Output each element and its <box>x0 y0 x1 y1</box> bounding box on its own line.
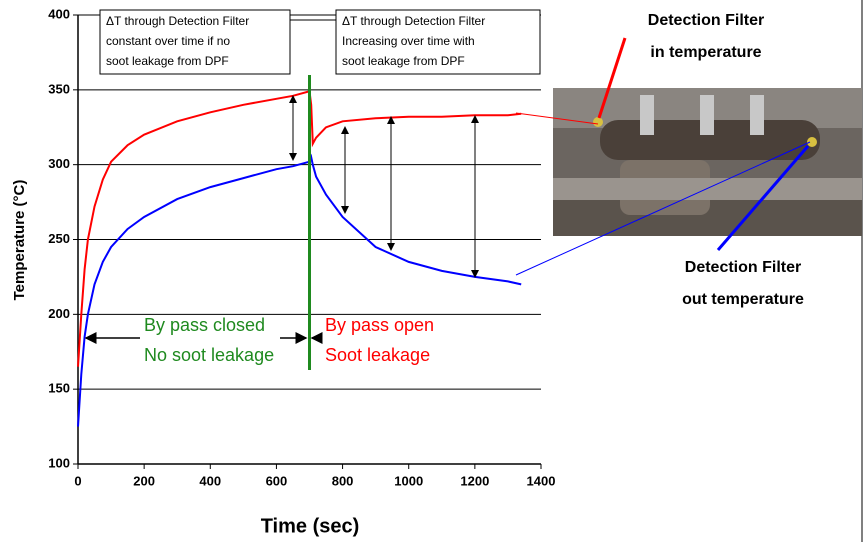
series-line <box>77 90 522 367</box>
photo <box>553 88 862 236</box>
x-axis-title: Time (sec) <box>261 515 360 537</box>
x-tick-label: 1000 <box>394 473 423 488</box>
phase-label: Soot leakage <box>325 345 430 365</box>
x-tick-label: 200 <box>133 473 155 488</box>
x-tick-label: 600 <box>266 473 288 488</box>
phase-label: By pass closed <box>144 315 265 335</box>
leader <box>515 141 811 276</box>
y-tick-label: 150 <box>48 381 70 396</box>
y-tick-label: 100 <box>48 455 70 470</box>
y-tick-label: 250 <box>48 231 70 246</box>
annotation-box <box>335 9 541 75</box>
annotation-text: ΔT through Detection Filter <box>106 14 249 28</box>
annotation-text: constant over time if no <box>106 34 230 48</box>
annotation-text: soot leakage from DPF <box>342 54 465 68</box>
legend-label: Detection Filter out temperature <box>682 259 804 308</box>
y-axis-title: Temperature (°C) <box>11 180 28 301</box>
x-tick-label: 1200 <box>460 473 489 488</box>
series-line <box>77 153 522 427</box>
leader <box>515 112 599 125</box>
label-arrow <box>597 37 627 119</box>
x-tick-label: 400 <box>199 473 221 488</box>
annotation-text: soot leakage from DPF <box>106 54 229 68</box>
y-tick-label: 350 <box>48 81 70 96</box>
x-tick-label: 1400 <box>527 473 556 488</box>
annotation-box <box>99 9 291 75</box>
annotation-text: ΔT through Detection Filter <box>342 14 485 28</box>
annotation-text: Increasing over time with <box>342 34 475 48</box>
legend-label: Detection Filter in temperature <box>648 12 764 61</box>
phase-label: By pass open <box>325 315 434 335</box>
y-tick-label: 400 <box>48 6 70 21</box>
phase-label: No soot leakage <box>144 345 274 365</box>
label-arrow <box>716 145 810 251</box>
x-tick-label: 0 <box>74 473 81 488</box>
y-tick-label: 200 <box>48 306 70 321</box>
x-tick-label: 800 <box>332 473 354 488</box>
y-tick-label: 300 <box>48 156 70 171</box>
